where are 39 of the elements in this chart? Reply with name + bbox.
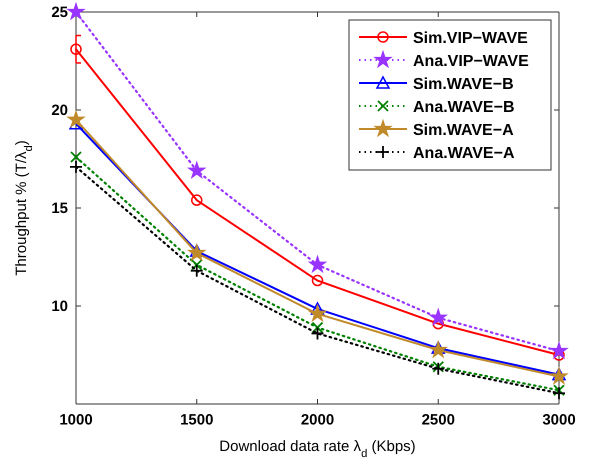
x-axis-title: Download data rate λ$_{d}$ (Kbps) [219,438,416,459]
point [310,326,324,340]
point [429,340,448,358]
point [188,161,206,178]
point [67,2,85,20]
point [312,274,324,286]
point [432,360,444,373]
legend-label: Sim.WAVE−B [413,76,514,93]
point [429,308,448,326]
point [308,255,326,272]
point [550,367,568,384]
legend-label: Ana.WAVE−B [413,99,514,116]
point [553,384,565,396]
x-tick-label: 2000 [300,412,334,429]
point [70,43,82,55]
point [67,110,85,128]
point [308,304,326,322]
point [69,160,83,174]
point [431,362,446,376]
point [191,194,202,206]
point [190,264,204,278]
y-tick-label: 25 [51,4,68,21]
y-tick-label: 20 [51,102,68,119]
point [70,151,82,163]
point [550,342,568,359]
x-tick-label: 2500 [422,412,455,429]
point [188,244,206,261]
x-tick-label: 3000 [542,412,576,429]
y-tick-label: 15 [51,200,68,217]
y-tick-label: 10 [51,298,68,315]
legend-label: Sim.WAVE−A [413,122,514,139]
point [432,318,444,330]
legend-label: Sim.VIP−WAVE [413,30,528,47]
point [190,258,203,271]
point [552,386,566,400]
legend-label: Ana.VIP−WAVE [413,53,530,70]
legend-label: Ana.WAVE−A [413,145,515,162]
x-tick-label: 1000 [59,412,93,429]
x-tick-label: 1500 [180,412,214,429]
